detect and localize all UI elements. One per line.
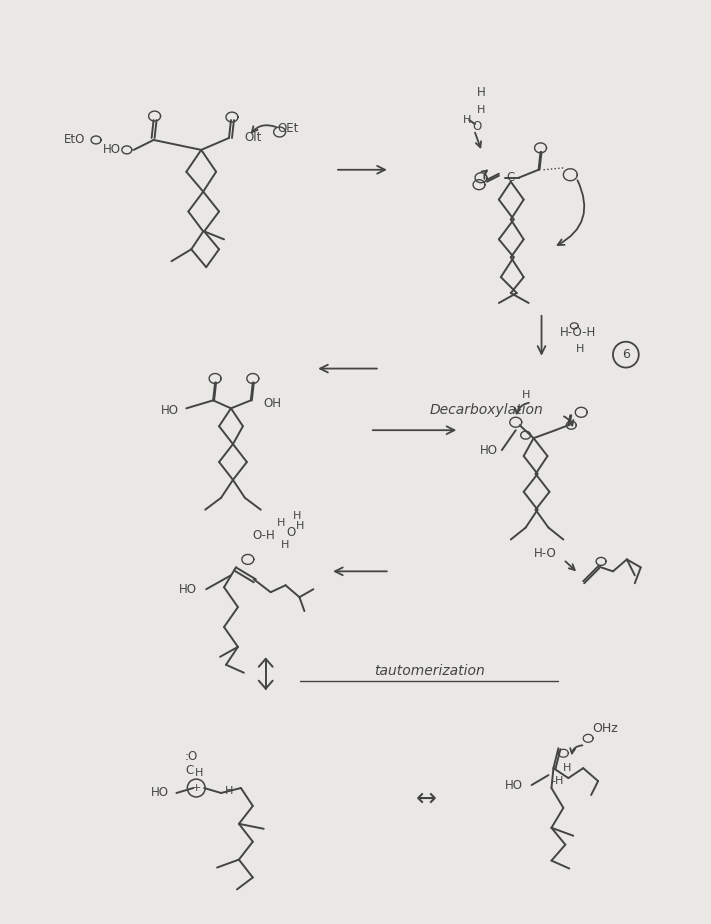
Text: 6: 6 <box>622 348 630 361</box>
Text: OHz: OHz <box>592 722 618 735</box>
Text: H: H <box>521 391 530 400</box>
Text: OH: OH <box>264 396 282 410</box>
Text: HO: HO <box>480 444 498 456</box>
Text: HO: HO <box>179 583 198 596</box>
Text: H: H <box>225 786 233 796</box>
Text: O: O <box>286 526 295 539</box>
Text: H: H <box>476 86 486 99</box>
Text: tautomerization: tautomerization <box>374 663 485 677</box>
Text: HO: HO <box>103 143 121 156</box>
Text: H: H <box>296 520 304 530</box>
Text: H-O-H: H-O-H <box>560 326 597 339</box>
Text: OIt: OIt <box>244 131 262 144</box>
Text: H: H <box>576 344 584 354</box>
Text: -H: -H <box>551 776 564 786</box>
Text: C: C <box>507 171 515 184</box>
Text: $\leftrightarrow$: $\leftrightarrow$ <box>411 786 438 810</box>
Text: H: H <box>463 116 471 125</box>
Text: Decarboxylation: Decarboxylation <box>429 403 543 418</box>
Text: H: H <box>282 541 290 551</box>
Text: O: O <box>472 119 481 132</box>
Text: H: H <box>277 517 285 528</box>
Text: OEt: OEt <box>278 122 299 135</box>
Text: +: + <box>191 783 201 793</box>
Text: C: C <box>185 763 193 777</box>
Text: H: H <box>195 768 203 778</box>
Text: EtO: EtO <box>63 133 85 146</box>
Text: O-H: O-H <box>252 529 275 542</box>
Text: :O: :O <box>185 749 198 762</box>
Text: HO: HO <box>151 786 169 799</box>
Text: H: H <box>563 763 572 773</box>
Text: H: H <box>293 511 301 521</box>
Text: H: H <box>477 105 485 116</box>
Text: HO: HO <box>161 404 178 417</box>
Text: HO: HO <box>505 779 523 792</box>
Text: H-O: H-O <box>534 547 557 560</box>
